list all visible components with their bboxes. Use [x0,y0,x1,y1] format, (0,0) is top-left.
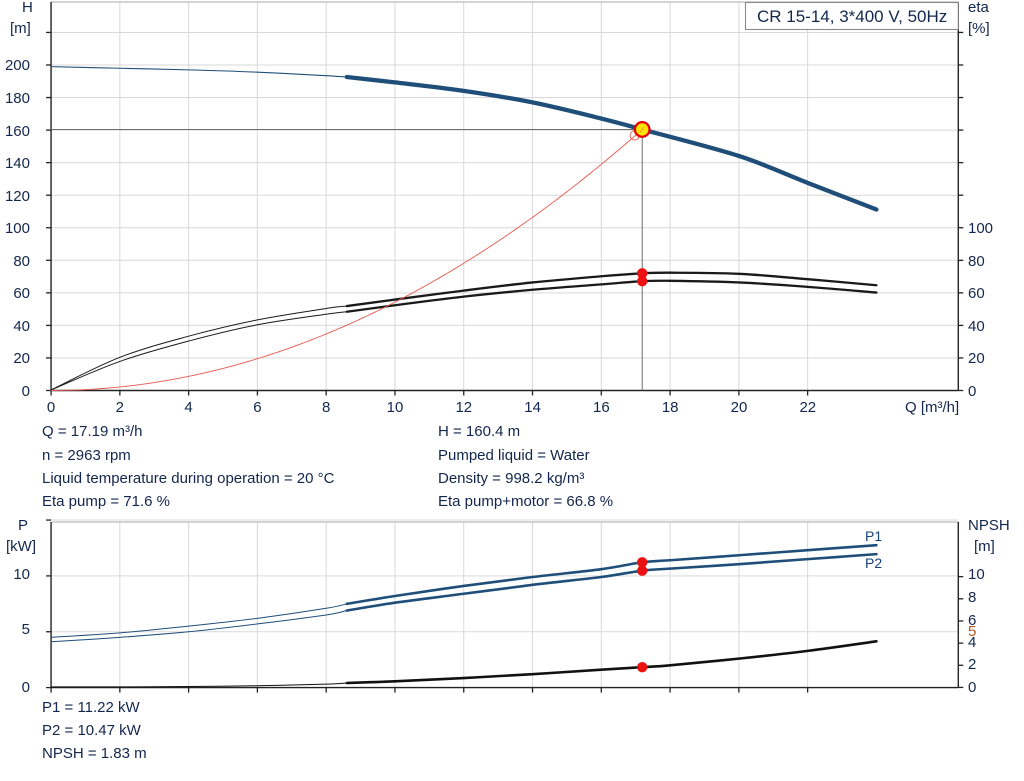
svg-text:0: 0 [968,679,976,696]
svg-text:22: 22 [799,399,816,416]
svg-text:40: 40 [13,318,30,335]
svg-text:14: 14 [524,399,541,416]
svg-text:140: 140 [5,155,30,172]
svg-text:[%]: [%] [968,20,990,37]
svg-text:NPSH: NPSH [968,517,1010,534]
svg-text:20: 20 [968,350,985,367]
svg-text:[kW]: [kW] [6,538,36,555]
svg-text:[m]: [m] [10,20,31,37]
svg-text:100: 100 [968,220,993,237]
svg-text:2: 2 [968,656,976,673]
svg-text:200: 200 [5,57,30,74]
svg-text:10: 10 [968,566,985,583]
svg-text:5: 5 [968,623,976,640]
svg-text:60: 60 [968,285,985,302]
svg-text:80: 80 [13,253,30,270]
svg-text:8: 8 [968,589,976,606]
svg-text:H: H [22,0,33,16]
svg-text:P2: P2 [865,555,882,571]
svg-text:60: 60 [13,285,30,302]
svg-text:10: 10 [387,399,404,416]
svg-text:160: 160 [5,123,30,140]
svg-text:CR 15-14, 3*400 V, 50Hz: CR 15-14, 3*400 V, 50Hz [757,7,947,26]
svg-text:P1: P1 [865,528,882,544]
svg-text:0: 0 [22,679,30,696]
svg-text:Q [m³/h]: Q [m³/h] [905,399,959,416]
svg-text:[m]: [m] [974,538,995,555]
svg-text:0: 0 [47,399,55,416]
svg-text:0: 0 [22,383,30,400]
svg-text:eta: eta [968,0,990,16]
svg-text:2: 2 [116,399,124,416]
svg-text:12: 12 [455,399,472,416]
svg-text:5: 5 [22,621,30,638]
svg-text:80: 80 [968,253,985,270]
svg-text:8: 8 [322,399,330,416]
svg-text:10: 10 [13,566,30,583]
svg-text:6: 6 [253,399,261,416]
svg-text:18: 18 [662,399,679,416]
svg-text:0: 0 [968,383,976,400]
svg-text:20: 20 [731,399,748,416]
svg-text:40: 40 [968,318,985,335]
svg-text:120: 120 [5,188,30,205]
svg-text:180: 180 [5,90,30,107]
svg-text:P: P [18,517,28,534]
svg-text:4: 4 [184,399,192,416]
svg-text:100: 100 [5,220,30,237]
svg-text:20: 20 [13,350,30,367]
svg-text:16: 16 [593,399,610,416]
